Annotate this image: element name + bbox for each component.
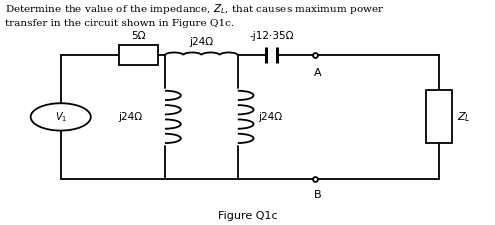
Text: Figure Q1c: Figure Q1c [218, 211, 277, 220]
Text: j24Ω: j24Ω [190, 37, 213, 47]
Text: j24Ω: j24Ω [258, 112, 282, 122]
Text: 5Ω: 5Ω [131, 31, 146, 41]
Text: -j12·35Ω: -j12·35Ω [249, 32, 294, 41]
Text: A: A [314, 68, 322, 78]
Text: B: B [314, 190, 322, 200]
Bar [426, 90, 452, 143]
Text: j24Ω: j24Ω [118, 112, 143, 122]
Text: Determine the value of the impedance, $Z_L$, that causes maximum power
transfer : Determine the value of the impedance, $Z… [5, 2, 385, 28]
Text: $V_1$: $V_1$ [54, 110, 67, 124]
Bar [119, 45, 158, 65]
Text: $Z_L$: $Z_L$ [457, 110, 471, 124]
